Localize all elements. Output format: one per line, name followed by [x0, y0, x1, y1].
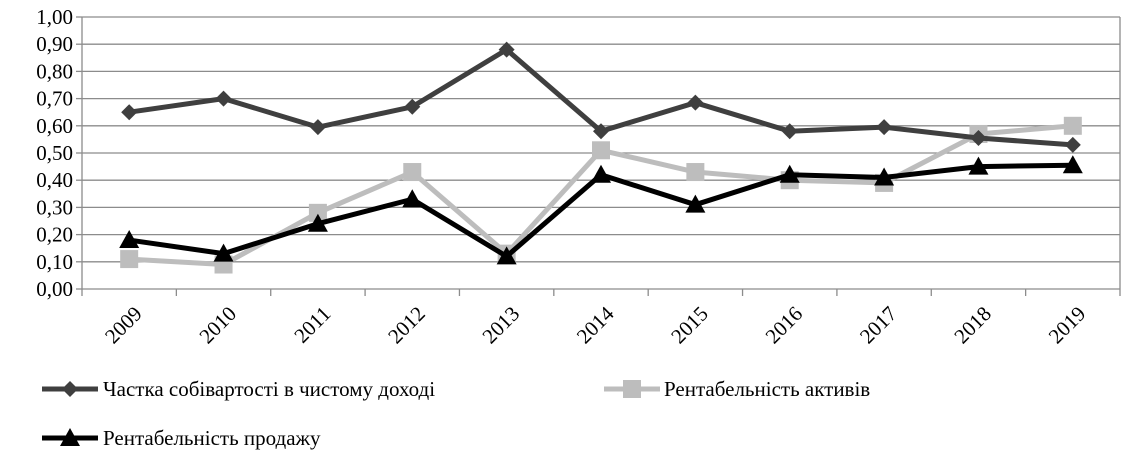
data-point-series1-2013	[498, 41, 515, 58]
data-point-series3-2019	[1062, 155, 1083, 174]
legend-label: Рентабельність активів	[664, 377, 870, 401]
series-2	[120, 116, 1082, 274]
x-tick-label-2012: 2012	[383, 302, 430, 349]
legend: Частка собівартості в чистому доході Рент…	[42, 377, 870, 450]
x-tick-label-2015: 2015	[666, 302, 713, 349]
data-point-series2-2012	[403, 163, 422, 182]
y-tick-label: 0,90	[36, 32, 73, 56]
legend-marker	[60, 428, 80, 446]
legend-item-2: Рентабельність активів	[604, 377, 870, 401]
series-1	[121, 41, 1081, 153]
x-tick-label-2016: 2016	[761, 302, 808, 349]
y-tick-label: 0,50	[36, 141, 73, 165]
x-tick-label-2011: 2011	[289, 302, 335, 348]
x-tick-label-2013: 2013	[478, 302, 525, 349]
data-point-series1-2012	[404, 98, 421, 115]
legend-label: Рентабельність продажу	[103, 426, 321, 450]
data-point-series1-2015	[687, 94, 704, 111]
y-tick-label: 1,00	[36, 5, 73, 29]
legend-marker	[623, 380, 641, 398]
data-point-series1-2019	[1064, 136, 1081, 153]
legend-label: Частка собівартості в чистому доході	[103, 377, 435, 401]
legend-marker	[62, 381, 78, 397]
x-axis-tick-labels: 2009 2010 2011 2012 2013 2014 2015 2016 2017 2018…	[100, 301, 1090, 348]
data-point-series1-2009	[121, 104, 138, 121]
y-tick-label: 0,60	[36, 114, 73, 138]
y-tick-label: 0,80	[36, 59, 73, 83]
legend-item-1: Частка собівартості в чистому доході	[42, 377, 435, 401]
data-point-series3-2017	[874, 167, 895, 186]
y-tick-label: 0,20	[36, 223, 73, 247]
x-tick-label-2014: 2014	[572, 301, 619, 348]
y-tick-label: 0,30	[36, 195, 73, 219]
data-point-series2-2019	[1063, 116, 1082, 135]
series-lines	[119, 41, 1083, 274]
y-tick-label: 0,40	[36, 168, 73, 192]
data-point-series2-2014	[592, 141, 610, 160]
data-point-series3-2012	[402, 189, 423, 208]
x-tick-label-2018: 2018	[949, 302, 996, 349]
y-tick-label: 0,00	[36, 277, 73, 301]
x-tick-label-2019: 2019	[1044, 302, 1091, 349]
data-point-series2-2011	[308, 203, 327, 222]
data-point-series1-2014	[593, 123, 609, 140]
y-tick-label: 0,70	[36, 87, 73, 111]
data-point-series3-2009	[119, 230, 140, 249]
data-point-series3-2011	[307, 213, 328, 232]
y-tick-label: 0,10	[36, 250, 73, 274]
legend-item-3: Рентабельність продажу	[42, 426, 321, 450]
data-point-series3-2015	[685, 194, 706, 213]
data-point-series1-2011	[309, 119, 326, 136]
data-point-series3-2013	[496, 246, 517, 265]
y-axis-tick-labels: 0,00 0,10 0,20 0,30 0,40 0,50 0,60 0,70 0,80 0,90…	[36, 5, 73, 301]
axes	[76, 16, 1121, 296]
data-point-series2-2009	[120, 250, 139, 269]
data-point-series1-2017	[876, 119, 893, 136]
data-point-series3-2010	[213, 243, 234, 262]
data-point-series1-2018	[970, 130, 987, 147]
x-tick-label-2017: 2017	[855, 302, 902, 349]
data-point-series1-2016	[781, 123, 798, 140]
data-point-series3-2018	[968, 156, 989, 175]
data-point-series3-2016	[779, 164, 800, 183]
data-point-series3-2014	[591, 164, 611, 183]
x-tick-label-2009: 2009	[100, 302, 147, 349]
data-point-series1-2010	[215, 90, 232, 107]
data-point-series2-2015	[686, 163, 705, 182]
x-tick-label-2010: 2010	[194, 302, 241, 349]
series-3	[119, 155, 1083, 265]
